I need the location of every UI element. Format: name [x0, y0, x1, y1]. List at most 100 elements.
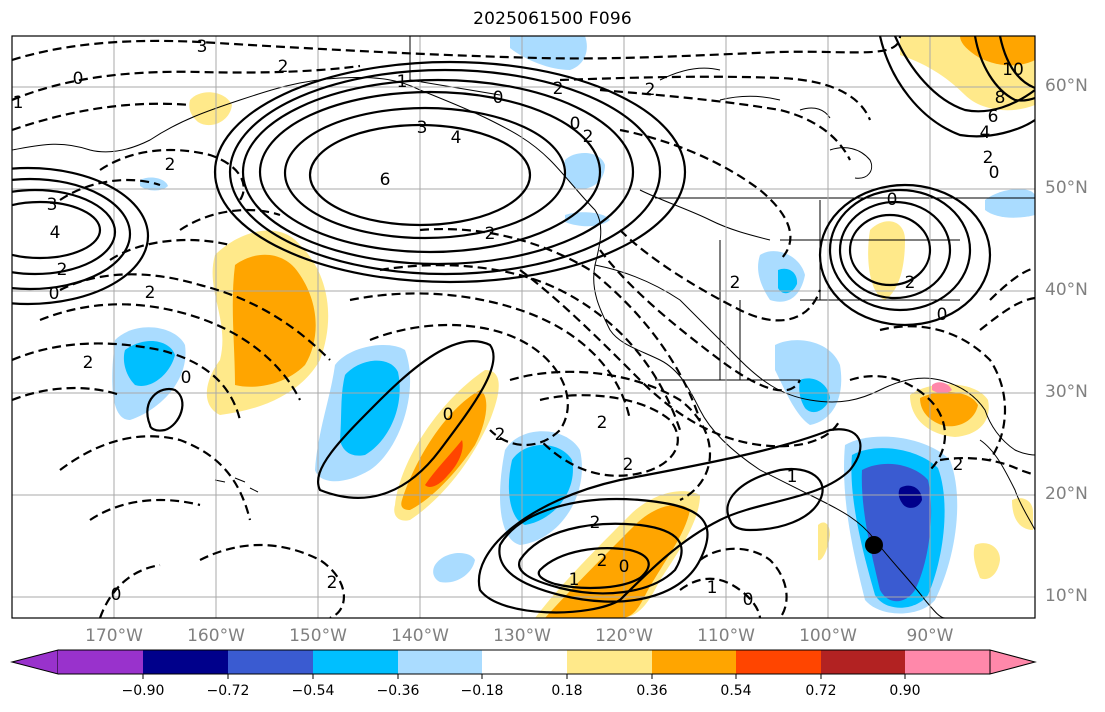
shade-positive — [1012, 498, 1033, 530]
contour-label: 2 — [553, 79, 564, 99]
contour-label: 2 — [597, 551, 608, 571]
colorbar-tick-label: −0.54 — [291, 683, 335, 699]
contour-label: 3 — [197, 37, 208, 57]
shade-positive — [932, 382, 952, 394]
contour-label: 4 — [980, 123, 991, 143]
contour-label: 2 — [983, 148, 994, 168]
lon-label: 100°W — [799, 626, 857, 646]
contour-label: 3 — [47, 195, 58, 215]
lat-label: 40°N — [1045, 280, 1088, 300]
shade-negative — [985, 188, 1035, 218]
lon-label: 140°W — [391, 626, 449, 646]
contour-label: 0 — [443, 405, 454, 425]
negative-contours — [12, 36, 1035, 618]
contour-label: 2 — [165, 155, 176, 175]
contour-label: 0 — [493, 88, 504, 108]
contour-label: 1 — [569, 570, 580, 590]
contour-label: 2 — [645, 80, 656, 100]
contour-label: 0 — [111, 585, 122, 605]
colorbar-tick-label: 0.72 — [805, 683, 837, 699]
contour-label: 0 — [619, 557, 630, 577]
colorbar-segment — [736, 650, 821, 674]
colorbar-tick-label: 0.90 — [889, 683, 921, 699]
shade-positive — [401, 390, 487, 510]
lat-label: 60°N — [1045, 76, 1088, 96]
contour-label: 3 — [417, 118, 428, 138]
contour-label: 2 — [83, 353, 94, 373]
lon-label: 160°W — [187, 626, 245, 646]
contour-label: 0 — [181, 368, 192, 388]
shade-positive — [868, 221, 905, 300]
shade-negative — [565, 212, 610, 227]
contour-label: 2 — [278, 57, 289, 77]
contour-label: 2 — [327, 573, 338, 593]
contour-label: 2 — [583, 127, 594, 147]
shade-negative — [340, 360, 400, 456]
colorbar-segment — [652, 650, 736, 674]
colorbar-segment — [58, 650, 143, 674]
shade-negative — [898, 485, 922, 508]
contour-label: 6 — [380, 170, 391, 190]
lat-label: 20°N — [1045, 484, 1088, 504]
map-frame — [11, 35, 1036, 619]
lat-label: 50°N — [1045, 178, 1088, 198]
colorbar-tick-label: −0.36 — [376, 683, 420, 699]
shade-negative — [433, 553, 475, 583]
lon-label: 170°W — [85, 626, 143, 646]
lon-label: 150°W — [289, 626, 347, 646]
contour-label: 2 — [145, 283, 156, 303]
colorbar-tick-label: 0.18 — [551, 683, 583, 699]
contour-label: 1 — [707, 578, 718, 598]
shade-negative — [510, 36, 587, 70]
shade-negative — [123, 340, 175, 386]
contour-label: 6 — [988, 107, 999, 127]
colorbar-segment — [313, 650, 398, 674]
shade-positive — [960, 36, 1035, 66]
lon-label: 120°W — [595, 626, 653, 646]
shade-negative — [508, 445, 573, 525]
colorbar-segment — [821, 650, 905, 674]
contour-label: 0 — [49, 284, 60, 304]
colorbar-tick-label: −0.18 — [460, 683, 504, 699]
colorbar-segment — [905, 650, 990, 674]
map-title: 2025061500 F096 — [473, 9, 632, 29]
lon-label: 130°W — [493, 626, 551, 646]
contour-label: 10 — [1002, 60, 1024, 80]
shade-negative — [778, 268, 798, 294]
contour-label: 0 — [937, 305, 948, 325]
contour-label: 0 — [989, 163, 1000, 183]
colorbar — [10, 649, 1037, 679]
colorbar-segment — [567, 650, 652, 674]
shaded-anomalies — [112, 36, 1035, 618]
contour-label: 2 — [623, 455, 634, 475]
contour-label: 0 — [887, 190, 898, 210]
colorbar-segment — [398, 650, 482, 674]
lon-label: 110°W — [697, 626, 755, 646]
contour-label: 4 — [451, 128, 462, 148]
contour-label: 2 — [485, 224, 496, 244]
contour-labels: 3 0 1 2 2 0 2 3 4 0 2 6 3 4 2 0 2 2 2 0 … — [13, 37, 1024, 610]
contour-label: 1 — [397, 72, 408, 92]
contour-label: 2 — [905, 273, 916, 293]
colorbar-segment — [228, 650, 313, 674]
shade-positive — [920, 391, 978, 427]
contour-label: 1 — [13, 93, 24, 113]
lat-label: 30°N — [1045, 382, 1088, 402]
contour-label: 2 — [590, 513, 601, 533]
colorbar-segment — [482, 650, 567, 674]
gridlines — [12, 36, 1035, 618]
colorbar-tick-label: 0.54 — [720, 683, 752, 699]
location-marker — [865, 536, 883, 554]
contour-label: 2 — [597, 413, 608, 433]
shade-negative — [563, 153, 605, 189]
shade-positive — [545, 505, 690, 618]
colorbar-segment — [143, 650, 228, 674]
shade-positive — [425, 440, 463, 487]
colorbar-extend-min — [10, 649, 59, 675]
contour-label: 0 — [743, 590, 754, 610]
contour-label: 0 — [73, 69, 84, 89]
colorbar-tick-label: 0.36 — [636, 683, 668, 699]
shade-positive — [232, 254, 316, 387]
colorbar-tick-label: −0.90 — [121, 683, 165, 699]
